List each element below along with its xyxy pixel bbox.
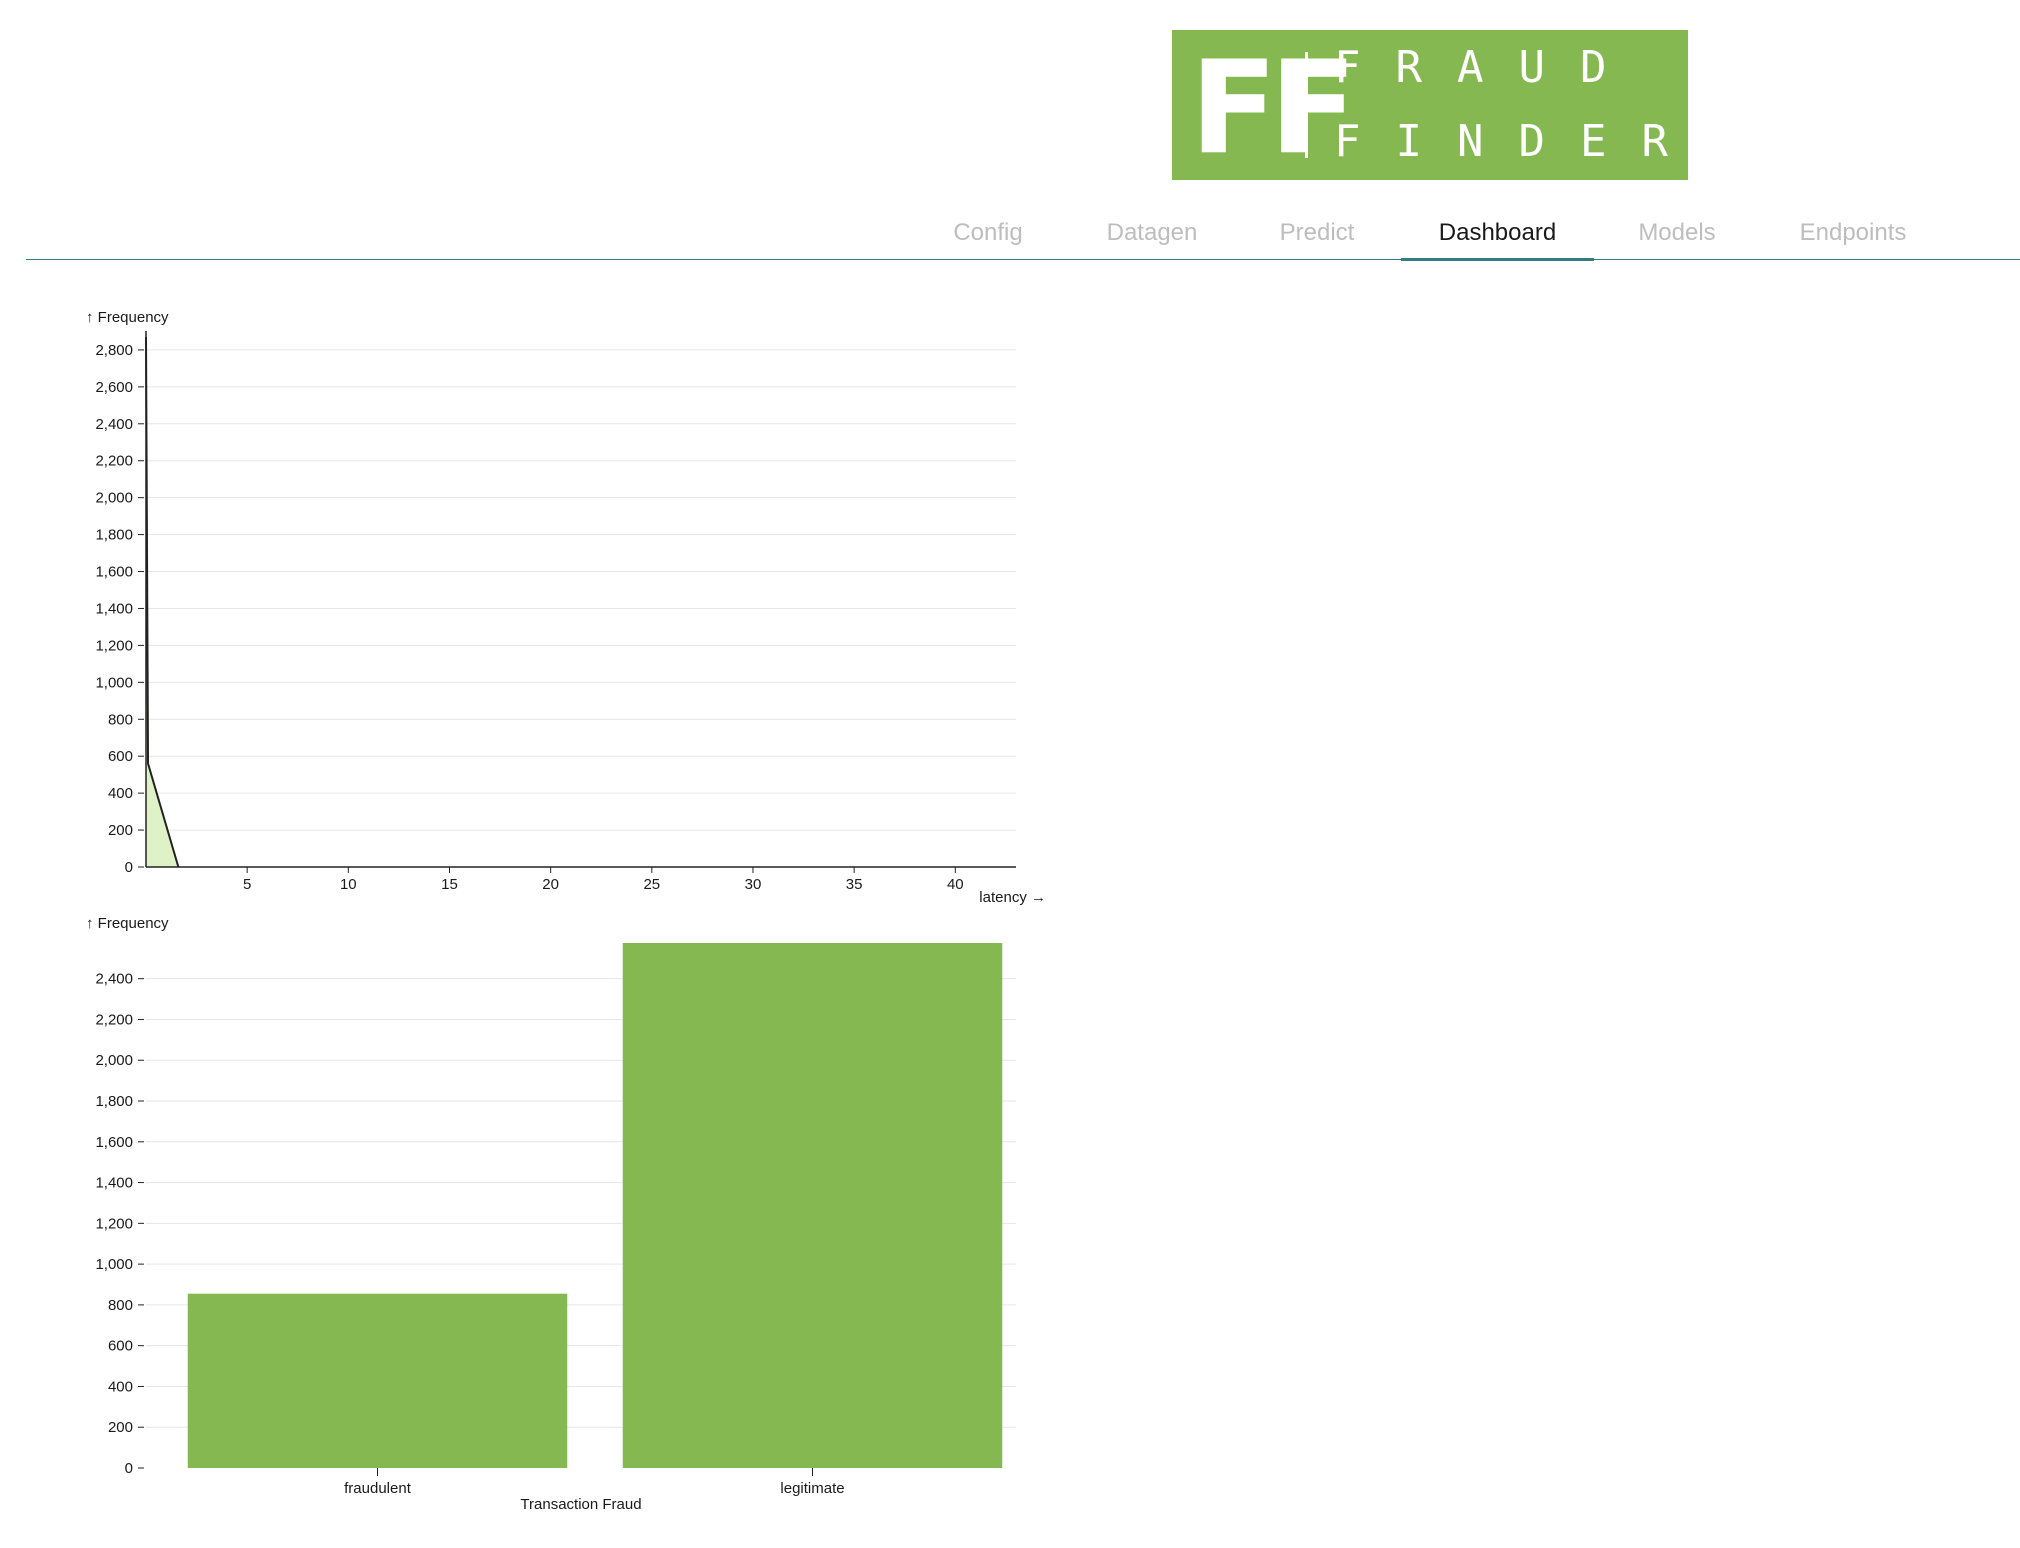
fraud-y-tick-label: 600 <box>108 1338 133 1355</box>
fraud-y-tick-label: 800 <box>108 1297 133 1314</box>
latency-y-tick-label: 2,000 <box>95 490 133 507</box>
fraud-y-tick-label: 2,200 <box>95 1011 133 1028</box>
tab-dashboard[interactable]: Dashboard <box>1401 210 1594 261</box>
latency-x-tick-label: 5 <box>243 876 251 893</box>
fraud-x-tick-label: legitimate <box>780 1480 844 1497</box>
fraud-finder-logo: FF FRAUD FINDER <box>1172 30 1688 180</box>
tab-config[interactable]: Config <box>953 219 1023 246</box>
fraud-y-axis-title: ↑ Frequency <box>86 915 169 932</box>
logo-graphic: FF FRAUD FINDER <box>1190 34 1688 180</box>
fraud-y-tick-label: 2,400 <box>95 971 133 988</box>
main-nav: Config Datagen Predict Dashboard Models … <box>0 210 2020 261</box>
fraud-y-tick-label: 1,000 <box>95 1256 133 1273</box>
fraud-y-tick-label: 200 <box>108 1419 133 1436</box>
latency-x-tick-label: 30 <box>745 876 762 893</box>
fraud-y-tick-label: 1,600 <box>95 1134 133 1151</box>
nav-divider <box>26 259 2020 260</box>
latency-x-tick-label: 40 <box>947 876 964 893</box>
logo-line-1: FRAUD <box>1334 42 1641 93</box>
fraud-y-tick-label: 400 <box>108 1378 133 1395</box>
logo-line-2: FINDER <box>1334 116 1688 167</box>
latency-y-tick-label: 2,800 <box>95 342 133 359</box>
logo-divider <box>1305 52 1308 158</box>
latency-y-axis-title: ↑ Frequency <box>86 309 169 326</box>
fraud-x-tick-label: fraudulent <box>344 1480 412 1497</box>
latency-y-tick-label: 1,200 <box>95 637 133 654</box>
latency-y-tick-label: 0 <box>125 859 133 876</box>
latency-y-tick-label: 1,000 <box>95 674 133 691</box>
latency-y-tick-label: 2,600 <box>95 379 133 396</box>
latency-y-tick-label: 2,200 <box>95 453 133 470</box>
latency-x-tick-label: 25 <box>643 876 660 893</box>
dashboard-charts: 0 200 400 600 800 1,000 1,200 1,400 1,600 1,800 2,… <box>0 290 1100 1540</box>
fraud-bar-fraudulent <box>187 1293 568 1468</box>
latency-x-tick-label: 20 <box>542 876 559 893</box>
fraud-y-tick-label: 1,400 <box>95 1175 133 1192</box>
latency-x-tick-label: 15 <box>441 876 458 893</box>
latency-y-tick-label: 1,800 <box>95 527 133 544</box>
latency-y-tick-label: 400 <box>108 785 133 802</box>
tab-models[interactable]: Models <box>1638 219 1716 246</box>
fraud-y-tick-label: 1,200 <box>95 1215 133 1232</box>
fraud-y-tick-label: 1,800 <box>95 1093 133 1110</box>
latency-y-tick-label: 2,400 <box>95 416 133 433</box>
latency-x-tick-label: 10 <box>340 876 357 893</box>
latency-x-axis-title: latency → <box>979 889 1046 906</box>
latency-y-tick-label: 1,400 <box>95 600 133 617</box>
fraud-x-axis-title: Transaction Fraud <box>520 1496 641 1513</box>
latency-y-tick-label: 800 <box>108 711 133 728</box>
tab-predict[interactable]: Predict <box>1279 219 1355 246</box>
fraud-bar-legitimate <box>622 943 1003 1468</box>
latency-y-tick-label: 1,600 <box>95 564 133 581</box>
fraud-y-tick-label: 2,000 <box>95 1052 133 1069</box>
latency-y-tick-label: 200 <box>108 822 133 839</box>
latency-x-tick-label: 35 <box>846 876 863 893</box>
tab-datagen[interactable]: Datagen <box>1106 219 1198 246</box>
latency-area <box>146 337 179 867</box>
charts-canvas: 02004006008001,0001,2001,4001,6001,8002,… <box>86 309 1046 1513</box>
logo-monogram: FF <box>1190 34 1349 180</box>
latency-y-tick-label: 600 <box>108 748 133 765</box>
tab-endpoints[interactable]: Endpoints <box>1799 219 1907 246</box>
fraud-y-tick-label: 0 <box>125 1460 133 1477</box>
